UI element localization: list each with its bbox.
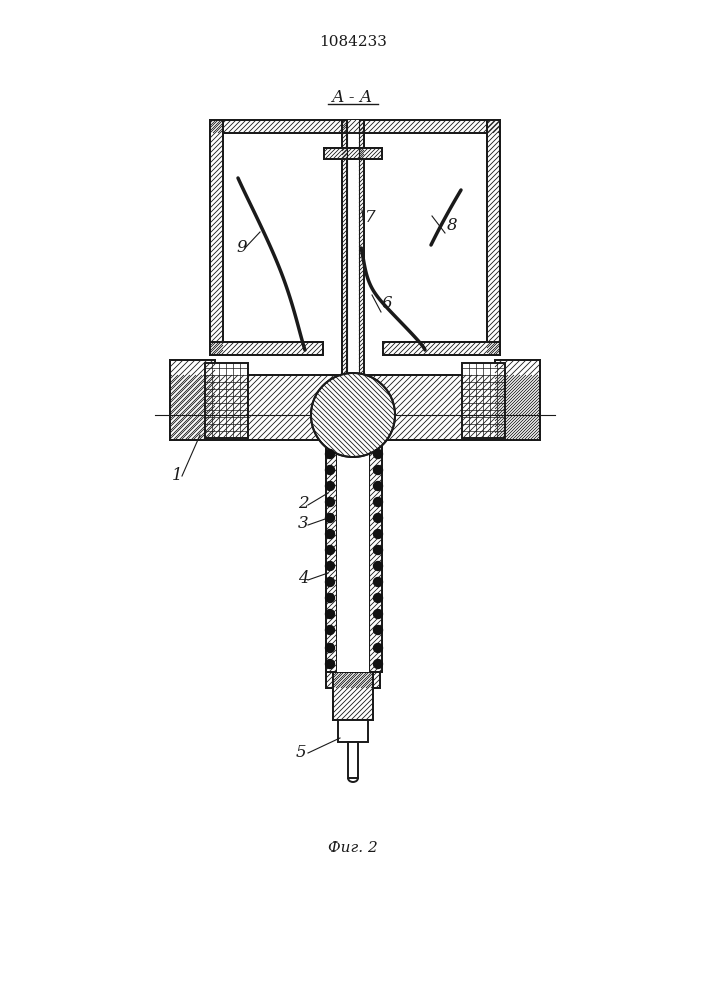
Bar (326, 672, 380, 688)
Bar (338, 720, 368, 742)
Bar (170, 375, 540, 440)
Circle shape (325, 482, 334, 490)
Bar (170, 360, 215, 440)
Bar (210, 120, 223, 355)
Circle shape (373, 546, 382, 554)
Bar (337, 440, 369, 672)
Bar (342, 120, 347, 405)
Bar (359, 120, 364, 405)
Circle shape (373, 450, 382, 458)
Bar (326, 440, 337, 672)
Bar (487, 120, 500, 355)
Bar (205, 363, 248, 438)
Text: 3: 3 (298, 515, 309, 532)
Text: 1: 1 (172, 467, 182, 484)
Circle shape (373, 466, 382, 475)
Bar (210, 342, 323, 355)
Circle shape (373, 660, 382, 668)
Text: 9: 9 (236, 239, 247, 256)
Bar (369, 440, 382, 672)
Bar (342, 120, 347, 405)
Text: 6: 6 (382, 295, 392, 312)
Text: 1084233: 1084233 (319, 35, 387, 49)
Bar (333, 672, 373, 720)
Circle shape (373, 530, 382, 538)
Polygon shape (311, 373, 395, 457)
Bar (495, 360, 540, 440)
Circle shape (373, 609, 382, 618)
Circle shape (373, 562, 382, 570)
Circle shape (325, 546, 334, 554)
Circle shape (325, 562, 334, 570)
Bar (333, 672, 373, 720)
Bar (359, 120, 364, 405)
Text: 4: 4 (298, 570, 309, 587)
Circle shape (325, 530, 334, 538)
Circle shape (373, 514, 382, 522)
Bar (210, 120, 500, 133)
Circle shape (373, 626, 382, 635)
Bar (383, 342, 500, 355)
Bar (210, 120, 500, 133)
Text: 5: 5 (296, 744, 307, 761)
Bar (326, 672, 380, 688)
Circle shape (325, 593, 334, 602)
Circle shape (373, 497, 382, 506)
Circle shape (373, 644, 382, 652)
Text: Фиг. 2: Фиг. 2 (328, 841, 378, 855)
Circle shape (373, 593, 382, 602)
Circle shape (325, 466, 334, 475)
Bar (326, 440, 337, 672)
Bar (210, 120, 223, 355)
Text: 2: 2 (298, 495, 309, 512)
Bar (210, 342, 323, 355)
Circle shape (325, 578, 334, 586)
Bar (383, 342, 500, 355)
Bar (347, 120, 359, 405)
Circle shape (373, 578, 382, 586)
Bar (487, 120, 500, 355)
Bar (348, 742, 358, 778)
Circle shape (325, 644, 334, 652)
Circle shape (373, 482, 382, 490)
Circle shape (325, 497, 334, 506)
Text: 8: 8 (447, 217, 457, 234)
Text: 7: 7 (365, 209, 375, 226)
Circle shape (325, 450, 334, 458)
Circle shape (325, 660, 334, 668)
Bar (462, 363, 505, 438)
Circle shape (325, 626, 334, 635)
Bar (170, 375, 540, 440)
Bar (324, 148, 382, 159)
Bar (495, 360, 540, 440)
Bar (324, 148, 382, 159)
Polygon shape (311, 373, 395, 457)
Bar (170, 360, 215, 440)
Circle shape (325, 514, 334, 522)
Circle shape (325, 609, 334, 618)
Text: А - А: А - А (332, 89, 374, 105)
Bar (369, 440, 382, 672)
